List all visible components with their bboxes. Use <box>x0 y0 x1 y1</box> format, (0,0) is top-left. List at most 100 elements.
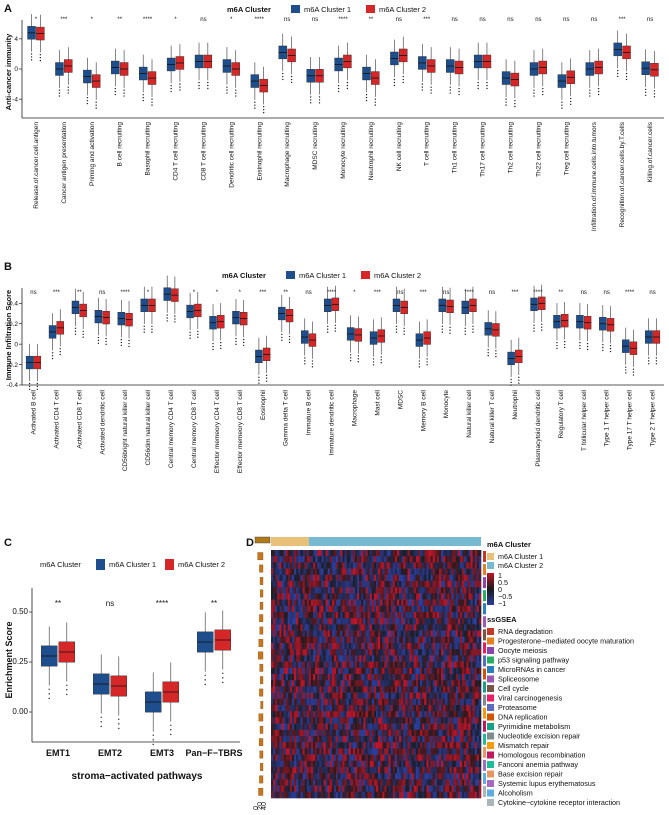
heatmap-cell <box>271 785 274 793</box>
heatmap-cell <box>302 556 305 563</box>
box-effector-memeory-cd4-t-cell-cluster1 <box>209 304 217 351</box>
heatmap-cell <box>348 556 352 563</box>
outlier-point <box>118 723 120 725</box>
heatmap-cell <box>455 624 459 631</box>
heatmap-cell <box>273 661 276 669</box>
heatmap-cell <box>306 748 310 755</box>
heatmap-cell <box>384 674 387 681</box>
heatmap-cell <box>430 748 433 755</box>
outlier-point <box>151 101 153 103</box>
heatmap-cell <box>457 643 461 650</box>
heatmap-cell <box>336 760 339 768</box>
heatmap-cell <box>313 643 316 650</box>
heatmap-cell <box>277 655 280 662</box>
heatmap-cell <box>302 655 305 662</box>
heatmap-cell <box>460 643 463 650</box>
heatmap-cell <box>388 723 391 731</box>
heatmap-cell <box>371 587 375 594</box>
outlier-point <box>30 59 33 61</box>
heatmap-cell <box>430 618 433 625</box>
heatmap-cell <box>294 605 297 613</box>
heatmap-cell <box>474 599 478 607</box>
heatmap-cell <box>411 698 415 706</box>
heatmap-cell <box>443 698 446 706</box>
heatmap-cell <box>453 779 457 786</box>
heatmap-cell <box>313 791 316 799</box>
heatmap-cell <box>449 556 452 563</box>
heatmap-cell <box>449 661 452 669</box>
heatmap-cell <box>363 754 366 762</box>
heatmap-cell <box>378 568 381 576</box>
heatmap-cell <box>340 649 343 656</box>
heatmap-cell <box>394 636 398 644</box>
heatmap-cell <box>453 760 457 768</box>
heatmap-cell <box>466 754 469 762</box>
heatmap-cell <box>336 692 339 700</box>
heatmap-cell <box>436 686 440 693</box>
heatmap-cell <box>294 711 297 718</box>
significance-label: * <box>239 290 242 296</box>
heatmap-cell <box>413 550 417 557</box>
heatmap-cell <box>378 550 381 557</box>
heatmap-cell <box>352 779 356 786</box>
box-eosinophil-recruiting-cluster1 <box>250 62 260 109</box>
outlier-point <box>418 363 421 365</box>
heatmap-cell <box>369 618 373 625</box>
heatmap-cell <box>470 698 473 706</box>
heatmap-cell <box>285 556 289 563</box>
heatmap-cell <box>424 711 427 718</box>
outlier-point <box>220 347 222 350</box>
heatmap-cell <box>451 773 454 780</box>
heatmap-cell <box>382 599 385 607</box>
heatmap-cell <box>285 643 289 650</box>
heatmap-cell <box>478 562 482 569</box>
outlier-point <box>514 105 516 108</box>
heatmap-cell <box>302 760 305 768</box>
outlier-point <box>128 345 130 348</box>
heatmap-cell <box>371 717 375 724</box>
outlier-point <box>441 325 444 328</box>
heatmap-cell <box>334 779 337 786</box>
heatmap-cell <box>310 636 314 644</box>
heatmap-cell <box>462 674 465 681</box>
heatmap-cell <box>367 574 370 582</box>
heatmap-cell <box>472 742 475 749</box>
outlier-point <box>51 355 54 357</box>
heatmap-cell <box>342 574 345 582</box>
heatmap-cell <box>436 649 440 656</box>
heatmap-cell <box>441 661 444 669</box>
heatmap-cell <box>302 754 305 762</box>
heatmap-cell <box>394 599 398 607</box>
heatmap-cell <box>292 630 295 638</box>
heatmap-cell <box>455 655 459 662</box>
category-label-natural-killer-cell: Natural killer cell <box>466 389 473 437</box>
heatmap-cell <box>434 655 438 662</box>
heatmap-cell <box>409 773 412 780</box>
heatmap-cell <box>285 717 289 724</box>
heatmap-cell <box>331 698 335 706</box>
heatmap-cell <box>334 667 337 675</box>
heatmap-cell <box>455 574 459 582</box>
outlier-point <box>226 89 228 91</box>
heatmap-cell <box>457 655 461 662</box>
heatmap-cell <box>447 729 450 737</box>
heatmap-cell <box>394 717 398 724</box>
heatmap-cell <box>474 618 478 625</box>
heatmap-cell <box>325 556 328 563</box>
heatmap-cell <box>397 736 400 743</box>
heatmap-cell <box>462 593 465 600</box>
heatmap-cell <box>394 742 398 749</box>
heatmap-cell <box>468 736 471 743</box>
heatmap-cell <box>304 748 307 755</box>
heatmap-cell <box>464 698 467 706</box>
heatmap-cell <box>369 692 373 700</box>
heatmap-cell <box>277 667 280 675</box>
outlier-point <box>204 674 206 676</box>
heatmap-cell <box>460 667 463 675</box>
heatmap-cell <box>470 773 473 780</box>
heatmap-cell <box>428 698 431 706</box>
heatmap-cell <box>365 612 368 619</box>
outlier-point <box>142 93 144 96</box>
heatmap-cell <box>439 785 442 793</box>
heatmap-cell <box>304 605 307 613</box>
